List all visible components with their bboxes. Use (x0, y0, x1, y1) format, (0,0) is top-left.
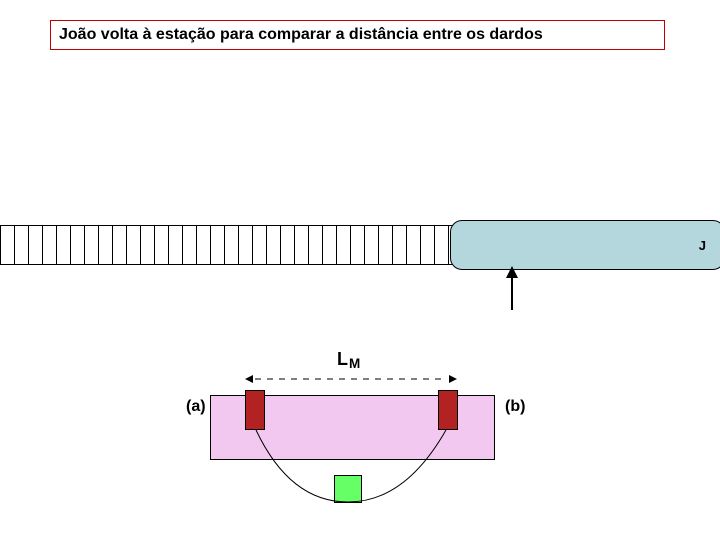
connector-box (334, 475, 362, 503)
dimension-line (245, 375, 457, 383)
dimension-label-main: L (337, 349, 348, 370)
diagram-canvas: João volta à estação para comparar a dis… (0, 0, 720, 540)
dimension-dashes (245, 375, 457, 383)
dimension-label: L M (337, 349, 360, 370)
dimension-label-sub: M (349, 356, 360, 371)
label-a: (a) (186, 398, 206, 416)
dart-right (438, 390, 458, 430)
dart-left (245, 390, 265, 430)
label-b: (b) (505, 398, 525, 416)
